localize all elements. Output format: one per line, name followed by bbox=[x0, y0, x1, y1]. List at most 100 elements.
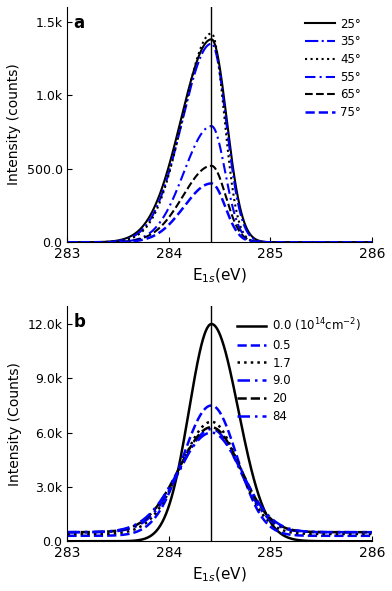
35° bbox=[65, 239, 70, 246]
65° bbox=[96, 239, 101, 246]
84 bbox=[96, 528, 101, 535]
20 bbox=[188, 443, 193, 450]
0.5 bbox=[308, 532, 313, 539]
45° bbox=[188, 80, 193, 87]
55° bbox=[188, 152, 193, 159]
Text: b: b bbox=[73, 313, 85, 331]
55° bbox=[303, 239, 307, 246]
84 bbox=[188, 447, 193, 454]
9.0 bbox=[96, 528, 101, 535]
25° bbox=[303, 239, 307, 246]
1.7 bbox=[65, 531, 70, 538]
25° bbox=[199, 47, 204, 54]
35° bbox=[199, 51, 204, 59]
45° bbox=[199, 43, 204, 50]
65° bbox=[65, 239, 70, 246]
65° bbox=[199, 167, 204, 174]
X-axis label: E$_{1s}$(eV): E$_{1s}$(eV) bbox=[192, 267, 247, 285]
35° bbox=[308, 239, 313, 246]
84 bbox=[303, 528, 307, 535]
Line: 1.7: 1.7 bbox=[67, 422, 372, 534]
75° bbox=[188, 195, 193, 202]
0.5 bbox=[274, 527, 279, 534]
45° bbox=[369, 239, 374, 246]
0.5 bbox=[199, 410, 204, 417]
0.5 bbox=[369, 532, 374, 540]
75° bbox=[96, 239, 101, 246]
Legend: 25°, 35°, 45°, 55°, 65°, 75°: 25°, 35°, 45°, 55°, 65°, 75° bbox=[300, 13, 366, 124]
35° bbox=[188, 85, 193, 92]
9.0 bbox=[274, 521, 279, 528]
45° bbox=[303, 239, 307, 246]
Line: 35°: 35° bbox=[67, 44, 372, 242]
75° bbox=[369, 239, 374, 246]
84 bbox=[209, 429, 214, 436]
1.7 bbox=[308, 530, 313, 537]
0.5 bbox=[188, 433, 193, 440]
Line: 65°: 65° bbox=[67, 166, 372, 242]
65° bbox=[369, 239, 374, 246]
35° bbox=[96, 239, 101, 246]
9.0 bbox=[209, 426, 214, 433]
20 bbox=[199, 428, 204, 436]
65° bbox=[188, 180, 193, 187]
1.7 bbox=[274, 524, 279, 531]
Line: 0.5: 0.5 bbox=[67, 405, 372, 536]
Line: 25°: 25° bbox=[67, 40, 372, 242]
65° bbox=[274, 239, 279, 246]
25° bbox=[308, 239, 313, 246]
0.5 bbox=[65, 532, 70, 540]
75° bbox=[303, 239, 307, 246]
35° bbox=[209, 40, 214, 47]
25° bbox=[369, 239, 374, 246]
0.0 (10$^{14}$cm$^{-2}$) bbox=[188, 398, 193, 405]
0.0 (10$^{14}$cm$^{-2}$) bbox=[274, 527, 279, 534]
0.5 bbox=[303, 532, 307, 539]
0.0 (10$^{14}$cm$^{-2}$) bbox=[65, 538, 70, 545]
0.5 bbox=[209, 402, 214, 409]
Line: 55°: 55° bbox=[67, 126, 372, 242]
55° bbox=[209, 122, 214, 129]
20 bbox=[308, 528, 313, 535]
25° bbox=[209, 36, 214, 43]
9.0 bbox=[303, 528, 307, 535]
0.0 (10$^{14}$cm$^{-2}$) bbox=[308, 537, 313, 544]
9.0 bbox=[369, 528, 374, 535]
Line: 84: 84 bbox=[67, 433, 372, 532]
35° bbox=[303, 239, 307, 246]
Y-axis label: Intensity (counts): Intensity (counts) bbox=[7, 64, 21, 186]
9.0 bbox=[188, 446, 193, 453]
0.5 bbox=[96, 532, 101, 540]
45° bbox=[274, 239, 279, 246]
0.0 (10$^{14}$cm$^{-2}$) bbox=[96, 538, 101, 545]
1.7 bbox=[199, 424, 204, 431]
55° bbox=[199, 130, 204, 137]
84 bbox=[369, 528, 374, 535]
1.7 bbox=[96, 530, 101, 537]
1.7 bbox=[209, 418, 214, 426]
25° bbox=[96, 239, 101, 246]
55° bbox=[65, 239, 70, 246]
84 bbox=[199, 433, 204, 440]
55° bbox=[369, 239, 374, 246]
65° bbox=[308, 239, 313, 246]
75° bbox=[308, 239, 313, 246]
Line: 9.0: 9.0 bbox=[67, 429, 372, 532]
45° bbox=[96, 239, 101, 246]
20 bbox=[209, 424, 214, 431]
35° bbox=[274, 239, 279, 246]
45° bbox=[209, 30, 214, 37]
45° bbox=[308, 239, 313, 246]
0.0 (10$^{14}$cm$^{-2}$) bbox=[199, 341, 204, 348]
20 bbox=[96, 528, 101, 535]
9.0 bbox=[308, 528, 313, 535]
0.0 (10$^{14}$cm$^{-2}$) bbox=[209, 320, 214, 327]
Line: 75°: 75° bbox=[67, 183, 372, 242]
84 bbox=[274, 519, 279, 526]
Line: 20: 20 bbox=[67, 427, 372, 532]
Line: 0.0 (10$^{14}$cm$^{-2}$): 0.0 (10$^{14}$cm$^{-2}$) bbox=[67, 324, 372, 541]
20 bbox=[303, 528, 307, 535]
1.7 bbox=[369, 531, 374, 538]
55° bbox=[96, 239, 101, 246]
75° bbox=[65, 239, 70, 246]
